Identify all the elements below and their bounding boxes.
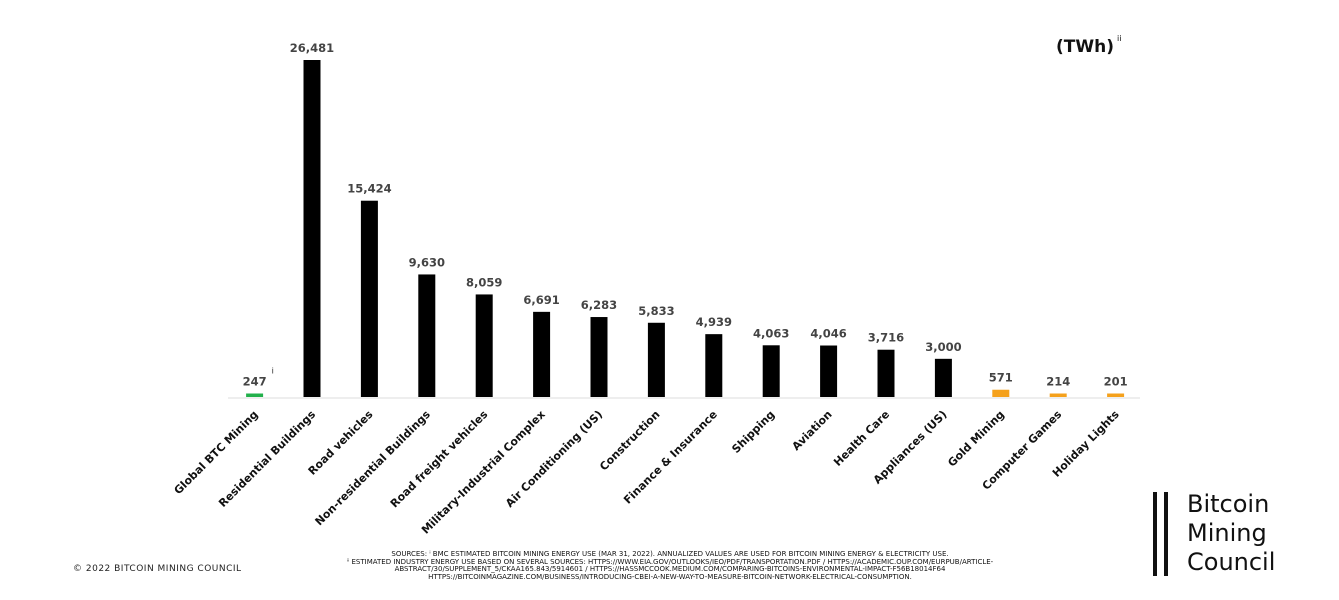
value-label-5: 6,691 (523, 293, 559, 307)
category-label-13: Gold Mining (945, 408, 1007, 470)
bar-5 (533, 311, 551, 397)
value-footnote-marker: i (272, 367, 274, 376)
value-label-4: 8,059 (466, 275, 502, 289)
logo-wordmark: Bitcoin Mining Council (1187, 490, 1276, 576)
unit-footnote-marker: ii (1117, 34, 1122, 43)
bar-3 (418, 274, 436, 397)
bar-4 (475, 294, 493, 397)
source-line-1: SOURCES: ⁱ BMC ESTIMATED BITCOIN MINING … (391, 550, 949, 558)
category-label-3: Non-residential Buildings (313, 408, 434, 529)
source-line-4: HTTPS://BITCOINMAGAZINE.COM/BUSINESS/INT… (428, 572, 912, 581)
source-line-2: ⁱⁱ ESTIMATED INDUSTRY ENERGY USE BASED O… (346, 557, 994, 566)
value-label-0: 247 (243, 375, 267, 389)
category-label-9: Shipping (729, 408, 777, 456)
value-label-15: 201 (1104, 375, 1128, 389)
logo-bars-icon (1153, 492, 1175, 576)
category-label-11: Health Care (831, 408, 892, 469)
value-label-12: 3,000 (925, 340, 961, 354)
category-label-5: Military-Industrial Complex (419, 408, 548, 537)
bar-9 (762, 345, 780, 397)
value-label-10: 4,046 (810, 327, 846, 341)
value-label-3: 9,630 (409, 255, 445, 269)
value-label-11: 3,716 (868, 331, 904, 345)
category-label-7: Construction (597, 408, 662, 473)
value-label-1: 26,481 (290, 41, 334, 55)
category-label-8: Finance & Insurance (621, 408, 720, 507)
category-label-6: Air Conditioning (US) (503, 408, 605, 510)
category-label-4: Road freight vehicles (388, 408, 491, 511)
value-label-14: 214 (1046, 375, 1070, 389)
bar-13 (992, 389, 1010, 397)
copyright-text: © 2022 BITCOIN MINING COUNCIL (73, 564, 242, 574)
value-label-8: 4,939 (696, 315, 732, 329)
unit-label: (TWh) ii (1056, 34, 1122, 57)
bar-11 (877, 349, 895, 397)
bar-14 (1049, 393, 1067, 397)
value-label-7: 5,833 (638, 304, 674, 318)
category-label-1: Residential Buildings (216, 408, 318, 510)
bar-10 (820, 345, 838, 397)
source-line-3: ABSTRACT/30/SUPPLEMENT_5/CKAA165.843/591… (394, 565, 946, 574)
value-label-6: 6,283 (581, 298, 617, 312)
value-label-9: 4,063 (753, 326, 789, 340)
bar-6 (590, 317, 608, 397)
bar-8 (705, 334, 723, 397)
bar-12 (934, 358, 952, 397)
bar-2 (360, 200, 378, 397)
category-label-10: Aviation (790, 408, 835, 453)
sources-footnote: SOURCES: ⁱ BMC ESTIMATED BITCOIN MINING … (280, 550, 1060, 581)
bar-1 (303, 60, 321, 397)
bitcoin-mining-council-logo: Bitcoin Mining Council (1153, 490, 1303, 580)
bar-7 (647, 322, 665, 397)
bar-15 (1107, 393, 1125, 397)
value-label-2: 15,424 (347, 182, 391, 196)
bar-0 (246, 393, 264, 397)
value-label-13: 571 (989, 371, 1013, 385)
